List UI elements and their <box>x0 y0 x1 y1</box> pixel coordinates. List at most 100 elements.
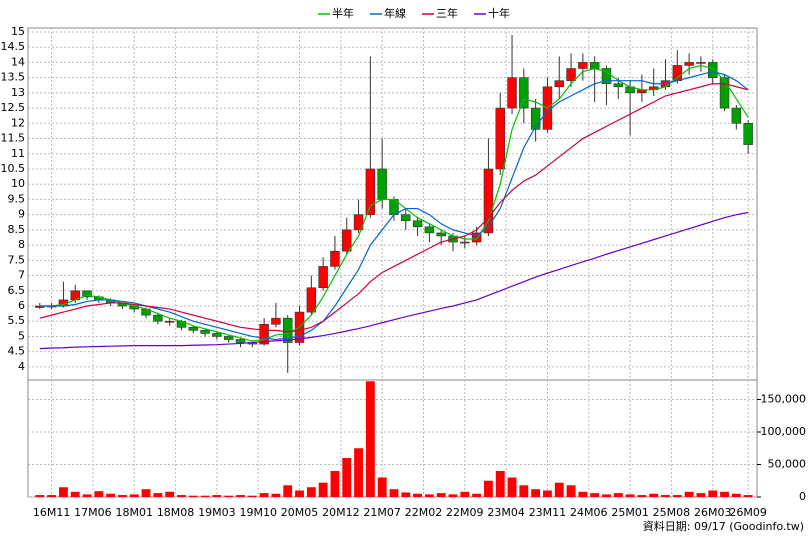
candle-body <box>696 62 706 64</box>
y-tick-label: 13.5 <box>1 71 26 84</box>
candle-body <box>377 168 387 200</box>
candle-body <box>519 77 529 109</box>
candle-body <box>412 220 423 228</box>
volume-bar <box>649 493 659 497</box>
y-tick-label: 13 <box>11 86 25 99</box>
volume-bar <box>342 458 352 497</box>
volume-bar <box>483 480 493 497</box>
candle-body <box>153 314 163 322</box>
x-tick-label: 18M08 <box>157 506 195 519</box>
x-tick-label: 16M11 <box>33 506 71 519</box>
y-tick-label: 9.5 <box>8 192 26 205</box>
legend-label: 十年 <box>488 6 510 20</box>
candle-body <box>235 339 246 343</box>
candle-body <box>436 232 446 237</box>
volume-bar <box>82 494 92 497</box>
candle-body <box>743 123 753 145</box>
candle-body <box>495 107 505 170</box>
candle-body <box>330 250 340 267</box>
candle-body <box>566 68 576 81</box>
candle-body <box>483 168 494 234</box>
volume-bar <box>118 495 127 497</box>
volume-bar <box>188 495 198 497</box>
volume-bar <box>413 493 423 497</box>
volume-bar <box>212 495 222 497</box>
volume-bar <box>365 381 375 497</box>
candle-body <box>684 62 694 66</box>
candle-body <box>306 287 317 313</box>
volume-bar <box>507 477 517 497</box>
volume-bar <box>401 492 411 497</box>
candle-body <box>164 320 175 323</box>
legend-label: 年線 <box>384 6 406 20</box>
volume-bar <box>578 491 588 497</box>
candle-body <box>318 266 328 289</box>
x-tick-label: 22M02 <box>405 506 443 519</box>
y-tick-label: 11 <box>11 147 25 160</box>
volume-bar <box>531 489 541 497</box>
candle-body <box>212 333 222 337</box>
candle-body <box>82 290 92 298</box>
volume-bar <box>602 494 611 497</box>
y-tick-label: 8.5 <box>8 223 26 236</box>
plot-frame <box>27 27 758 498</box>
y-tick-label: 12.5 <box>1 101 26 114</box>
ma-line <box>39 64 749 342</box>
x-tick-label: 20M12 <box>322 506 360 519</box>
y-tick-label: 5.5 <box>8 314 26 327</box>
volume-bar <box>236 495 245 497</box>
x-tick-label: 26M03 <box>694 506 732 519</box>
x-tick-label: 23M11 <box>529 506 567 519</box>
volume-bar <box>684 491 694 497</box>
volume-bar <box>306 487 316 497</box>
candle-body <box>200 330 210 334</box>
volume-bar <box>200 495 210 497</box>
volume-bar <box>743 495 753 497</box>
legend-label: 半年 <box>332 6 354 20</box>
y-tick-label: 12 <box>11 116 25 129</box>
candle-body <box>424 226 435 234</box>
volume-bar <box>165 491 175 497</box>
x-tick-label: 21M07 <box>363 506 401 519</box>
candle-body <box>530 107 541 130</box>
y2-tick-label: 100,000 <box>761 425 807 438</box>
candle-body <box>353 214 364 231</box>
y-tick-label: 4 <box>18 360 25 373</box>
volume-bar <box>637 495 647 497</box>
x-tick-label: 19M10 <box>239 506 277 519</box>
y-tick-label: 7.5 <box>8 253 26 266</box>
y-tick-label: 9 <box>18 208 25 221</box>
volume-bar <box>625 494 635 497</box>
candle-body <box>188 327 199 331</box>
volume-bar <box>47 495 57 497</box>
x-tick-label: 22M09 <box>446 506 484 519</box>
volume-bar <box>554 482 564 497</box>
y2-tick-label: 50,000 <box>768 458 807 471</box>
volume-bar <box>259 493 269 497</box>
volume-bar <box>129 494 139 497</box>
x-tick-label: 26M09 <box>729 506 767 519</box>
volume-bar <box>224 495 234 497</box>
volume-bar <box>436 493 446 497</box>
volume-bar <box>94 491 104 497</box>
y-tick-label: 10.5 <box>1 162 26 175</box>
y-tick-label: 7 <box>18 269 25 282</box>
volume-bar <box>424 494 434 497</box>
candle-body <box>601 68 612 85</box>
y2-tick-label: 0 <box>799 490 806 503</box>
ma-line <box>39 83 749 333</box>
volume-bar <box>35 495 45 497</box>
volume-bar <box>153 493 163 497</box>
ma-line <box>39 211 749 350</box>
source-note: 資料日期: 09/17 (Goodinfo.tw) <box>643 519 804 533</box>
volume-bar <box>731 493 741 497</box>
candle-body <box>708 62 718 78</box>
volume-bar <box>141 489 151 497</box>
candle-body <box>613 83 624 88</box>
volume-bar <box>70 491 80 497</box>
ma-line <box>39 70 749 341</box>
y-tick-label: 6.5 <box>8 284 26 297</box>
y-tick-label: 8 <box>18 238 25 251</box>
x-tick-label: 25M01 <box>611 506 649 519</box>
